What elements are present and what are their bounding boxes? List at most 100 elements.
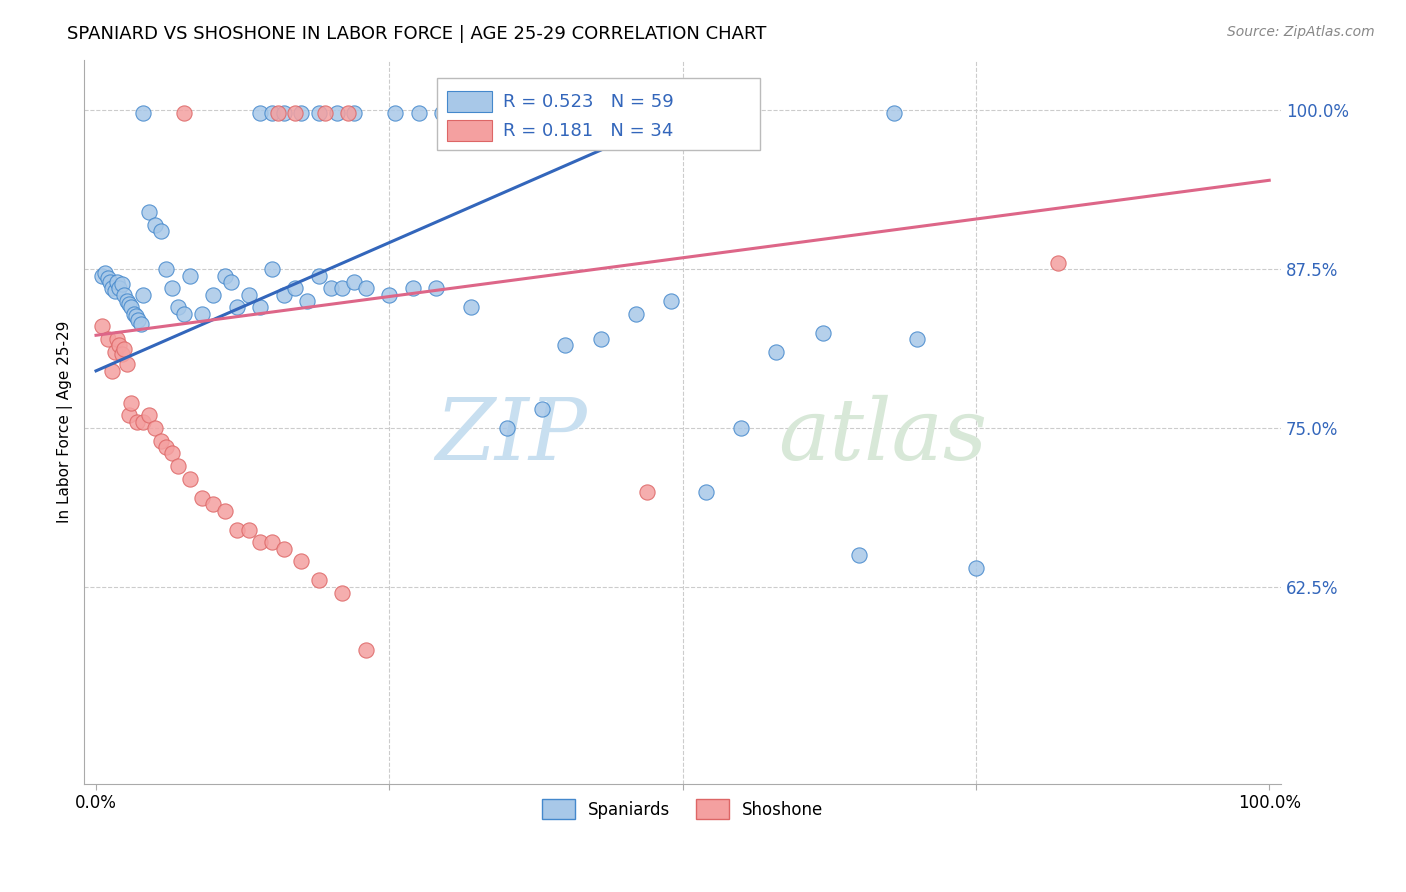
Point — [167, 301, 190, 315]
Point — [97, 271, 120, 285]
Point — [965, 561, 987, 575]
Point — [319, 281, 342, 295]
Point — [554, 338, 576, 352]
Point — [378, 287, 401, 301]
Point — [105, 332, 128, 346]
Point — [122, 307, 145, 321]
Point — [273, 541, 295, 556]
Text: R = 0.523   N = 59: R = 0.523 N = 59 — [503, 93, 673, 111]
Point — [343, 106, 366, 120]
Point — [425, 281, 447, 295]
Point — [343, 275, 366, 289]
Point — [120, 301, 142, 315]
Point — [127, 415, 149, 429]
Point — [260, 535, 283, 549]
Point — [636, 484, 658, 499]
Point — [101, 281, 124, 295]
Point — [290, 554, 312, 568]
Point — [624, 307, 647, 321]
Point — [460, 106, 482, 120]
Point — [118, 296, 141, 310]
Point — [132, 415, 155, 429]
Point — [308, 574, 330, 588]
Point — [125, 310, 148, 324]
Point — [219, 275, 242, 289]
Point — [765, 344, 787, 359]
Point — [120, 395, 142, 409]
Point — [149, 224, 172, 238]
Text: SPANIARD VS SHOSHONE IN LABOR FORCE | AGE 25-29 CORRELATION CHART: SPANIARD VS SHOSHONE IN LABOR FORCE | AG… — [67, 25, 766, 43]
Point — [214, 268, 236, 283]
Point — [108, 281, 131, 295]
Point — [143, 218, 166, 232]
Point — [249, 301, 271, 315]
Point — [308, 268, 330, 283]
Point — [94, 266, 117, 280]
Point — [132, 106, 155, 120]
Point — [104, 344, 127, 359]
Point — [402, 281, 425, 295]
Point — [437, 106, 460, 120]
Point — [273, 106, 295, 120]
Point — [202, 497, 225, 511]
Point — [695, 484, 717, 499]
Point — [238, 523, 260, 537]
Point — [430, 106, 453, 120]
Point — [138, 409, 160, 423]
Point — [105, 275, 128, 289]
Text: Source: ZipAtlas.com: Source: ZipAtlas.com — [1227, 25, 1375, 39]
Text: R = 0.181   N = 34: R = 0.181 N = 34 — [503, 121, 673, 139]
Point — [115, 358, 138, 372]
Y-axis label: In Labor Force | Age 25-29: In Labor Force | Age 25-29 — [58, 320, 73, 523]
Point — [354, 281, 377, 295]
Point — [332, 281, 354, 295]
Point — [179, 268, 201, 283]
Point — [214, 503, 236, 517]
Point — [127, 313, 149, 327]
Point — [260, 262, 283, 277]
Point — [225, 523, 247, 537]
Point — [314, 106, 336, 120]
Point — [90, 268, 112, 283]
Point — [267, 106, 290, 120]
Point — [284, 106, 307, 120]
Point — [295, 293, 318, 308]
Point — [249, 535, 271, 549]
Text: ZIP: ZIP — [434, 395, 586, 477]
Point — [354, 643, 377, 657]
Point — [260, 106, 283, 120]
Point — [132, 287, 155, 301]
Point — [308, 106, 330, 120]
Point — [495, 421, 517, 435]
Point — [190, 491, 212, 505]
Point — [162, 281, 184, 295]
Point — [149, 434, 172, 448]
Point — [1047, 256, 1070, 270]
Point — [155, 262, 177, 277]
Text: atlas: atlas — [779, 395, 987, 477]
Legend: Spaniards, Shoshone: Spaniards, Shoshone — [536, 792, 830, 826]
Point — [112, 287, 135, 301]
Point — [624, 106, 647, 120]
Point — [138, 205, 160, 219]
Point — [290, 106, 312, 120]
Point — [284, 281, 307, 295]
Point — [162, 446, 184, 460]
Point — [337, 106, 360, 120]
Point — [730, 421, 752, 435]
Point — [332, 586, 354, 600]
Point — [530, 401, 553, 416]
Point — [460, 301, 482, 315]
FancyBboxPatch shape — [447, 91, 492, 112]
Point — [111, 347, 134, 361]
Point — [883, 106, 905, 120]
Point — [238, 287, 260, 301]
FancyBboxPatch shape — [437, 78, 761, 150]
Point — [249, 106, 271, 120]
Point — [548, 106, 571, 120]
Point — [659, 293, 682, 308]
Point — [101, 364, 124, 378]
Point — [179, 472, 201, 486]
Point — [589, 332, 612, 346]
Point — [519, 106, 541, 120]
